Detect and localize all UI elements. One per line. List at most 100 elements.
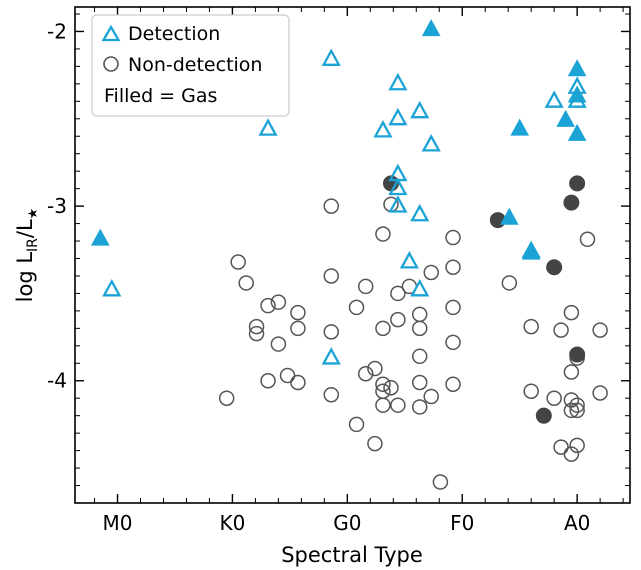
x-tick-label: G0: [333, 511, 361, 535]
nondetection-point: [348, 299, 365, 316]
nondetection-point: [432, 474, 449, 490]
nondetection-point: [423, 388, 439, 405]
nondetection-point: [238, 275, 254, 291]
nondetection-point: [501, 275, 518, 291]
nondetection-point: [569, 437, 585, 454]
legend-nondetection-marker: [103, 56, 119, 72]
nondetection-point: [230, 254, 246, 270]
legend-box: [91, 14, 290, 117]
legend-gas-note: Filled = Gas: [104, 85, 217, 107]
nondetection-point: [445, 299, 461, 316]
detection-point: [321, 48, 341, 66]
detection-point: [258, 118, 278, 136]
y-axis-label-sub-star: ★: [26, 208, 41, 220]
nondetection-point: [563, 446, 580, 462]
nondetection-point: [348, 416, 365, 433]
nondetection-point: [523, 318, 539, 335]
x-tick-label: F0: [450, 511, 474, 535]
detection-gas-point: [500, 207, 519, 225]
detection-point: [102, 278, 122, 297]
nondetection-point: [218, 390, 235, 406]
nondetection-point: [248, 318, 265, 335]
nondetection-point: [290, 320, 306, 337]
nondetection-point: [390, 311, 406, 328]
nondetection-gas-point: [546, 259, 563, 276]
detection-point: [321, 347, 341, 365]
nondetection-point: [270, 336, 287, 352]
nondetection-gas-point: [569, 175, 586, 192]
nondetection-point: [553, 439, 569, 455]
nondetection-point: [323, 324, 339, 340]
nondetection-point: [367, 360, 383, 377]
detection-point: [388, 177, 408, 196]
nondetection-gas-point: [535, 407, 552, 424]
nondetection-point: [445, 229, 461, 246]
nondetection-point: [375, 376, 391, 392]
y-tick-label: -4: [47, 369, 67, 393]
x-tick-label: A0: [564, 511, 590, 535]
detection-point: [410, 278, 430, 297]
nondetection-point: [290, 304, 306, 321]
nondetection-point: [260, 372, 276, 389]
detection-point: [410, 203, 430, 222]
nondetection-point: [411, 306, 428, 323]
detection-gas-point: [567, 85, 587, 103]
y-axis-label-mid: /L: [13, 219, 37, 238]
nondetection-point: [523, 383, 539, 399]
nondetection-point: [323, 198, 339, 214]
nondetection-point: [411, 320, 428, 337]
data-points: [90, 19, 608, 490]
y-axis-label-sub-ir: IR: [25, 238, 41, 252]
nondetection-point: [290, 374, 306, 391]
nondetection-point: [563, 304, 580, 321]
nondetection-point: [569, 402, 585, 419]
nondetection-point: [423, 264, 439, 281]
nondetection-point: [383, 379, 399, 396]
nondetection-point: [390, 397, 406, 413]
nondetection-gas-point: [569, 346, 586, 363]
nondetection-point: [411, 348, 428, 365]
nondetection-point: [390, 285, 406, 302]
legend-nondetection-label: Non-detection: [128, 54, 262, 76]
y-tick-labels: -2 -3 -4: [47, 19, 67, 392]
nondetection-point: [563, 364, 580, 380]
detection-point: [421, 134, 441, 152]
nondetection-point: [579, 231, 596, 248]
nondetection-point: [375, 226, 391, 242]
nondetection-point: [563, 402, 580, 419]
nondetection-gas-point: [563, 194, 580, 211]
y-tick-label: -3: [47, 194, 67, 218]
nondetection-point: [357, 366, 374, 382]
nondetection-point: [323, 386, 339, 403]
nondetection-point: [248, 325, 265, 342]
nondetection-point: [411, 399, 428, 415]
y-tick-label: -2: [47, 19, 67, 43]
nondetection-point: [445, 376, 461, 392]
detection-point: [410, 100, 430, 119]
detection-gas-point: [567, 59, 587, 77]
nondetection-point: [553, 322, 569, 338]
nondetection-point: [279, 367, 296, 384]
legend-detection-marker: [101, 24, 121, 42]
nondetection-point: [546, 390, 562, 406]
nondetection-point: [375, 397, 391, 413]
plot-frame: [74, 6, 631, 504]
nondetection-point: [592, 322, 608, 338]
nondetection-point: [411, 374, 428, 391]
detection-gas-point: [556, 109, 575, 127]
detection-gas-point: [510, 118, 530, 136]
nondetection-point: [270, 294, 287, 310]
detection-point: [388, 72, 408, 91]
detection-point: [373, 120, 393, 138]
nondetection-point: [445, 334, 461, 351]
x-axis-label: Spectral Type: [281, 543, 423, 567]
detection-point: [544, 90, 564, 108]
legend-detection-label: Detection: [128, 23, 220, 45]
nondetection-point: [357, 278, 374, 295]
detection-point: [388, 195, 408, 213]
nondetection-point: [445, 259, 461, 275]
legend: Detection Non-detection Filled = Gas: [91, 14, 290, 117]
y-axis-label-main: log L: [13, 252, 37, 303]
detection-point: [388, 107, 408, 126]
